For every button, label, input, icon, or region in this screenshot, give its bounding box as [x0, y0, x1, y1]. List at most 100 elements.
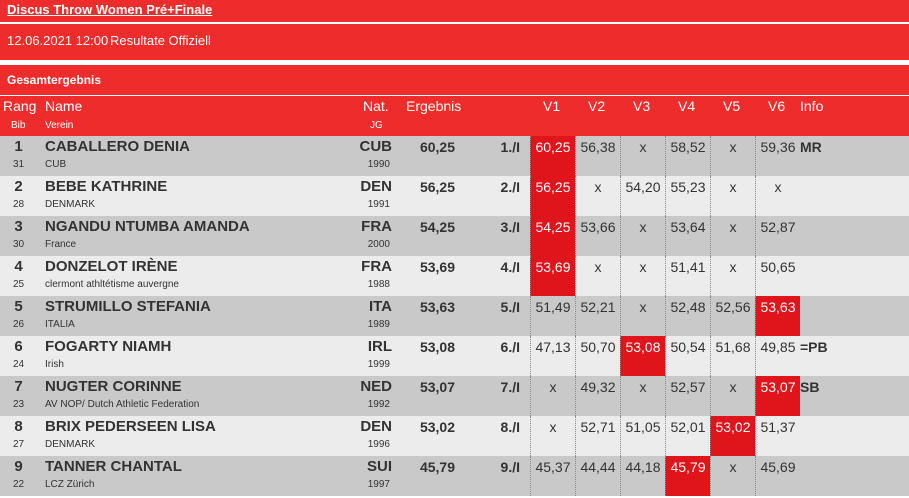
- attempt-v4-cell: 51,41: [665, 256, 710, 296]
- attempt-v1-cell: 53,69: [530, 256, 575, 296]
- table-row[interactable]: 2 28 BEBE KATHRINE DENMARK DEN 1991 56,25 2./I 5…: [0, 176, 909, 216]
- birth-year-cell: 1999: [367, 359, 390, 370]
- col-v3-header: V3: [633, 98, 651, 114]
- result-cell: 53,63: [419, 299, 455, 315]
- birth-year-cell: 1990: [367, 159, 390, 170]
- attempt-v4-cell: 53,64: [665, 216, 710, 256]
- attempt-v2-cell: x: [575, 176, 620, 216]
- bib-cell: 27: [12, 439, 25, 450]
- table-row[interactable]: 5 26 STRUMILLO STEFANIA ITALIA ITA 1989 53,63 5…: [0, 296, 909, 336]
- event-datetime: 12.06.2021 12:00: [7, 33, 109, 48]
- nationality-cell: CUB: [359, 138, 393, 155]
- nationality-cell: FRA: [361, 258, 392, 275]
- table-row[interactable]: 1 31 CABALLERO DENIA CUB CUB 1990 60,25 1./I 60,…: [0, 136, 909, 176]
- attempt-v1-cell: x: [530, 416, 575, 456]
- birth-year-cell: 1992: [367, 399, 390, 410]
- attempt-v2-cell: 49,32: [575, 376, 620, 416]
- place-cell: 8./I: [500, 419, 520, 435]
- info-cell: MR: [800, 139, 822, 155]
- attempt-v3-cell: 44,18: [620, 456, 665, 496]
- attempt-v2-cell: 53,66: [575, 216, 620, 256]
- place-cell: 6./I: [500, 339, 520, 355]
- athlete-name[interactable]: BRIX PEDERSEEN LISA: [45, 418, 216, 435]
- attempt-v4-cell: 55,23: [665, 176, 710, 216]
- col-result-header: Ergebnis: [406, 98, 462, 114]
- event-info-bar: 12.06.2021 12:00 Resultate Offiziell: [0, 24, 909, 60]
- athlete-name[interactable]: FOGARTY NIAMH: [45, 338, 172, 355]
- place-cell: 3./I: [500, 219, 520, 235]
- attempt-v6-cell: 45,69: [755, 456, 800, 496]
- bib-cell: 24: [12, 359, 25, 370]
- table-row[interactable]: 7 23 NUGTER CORINNE AV NOP/ Dutch Athletic …: [0, 376, 909, 416]
- place-cell: 7./I: [500, 379, 520, 395]
- club-name: France: [45, 239, 77, 250]
- attempt-v6-cell: x: [755, 176, 800, 216]
- attempt-v4-cell: 50,54: [665, 336, 710, 376]
- birth-year-cell: 1997: [367, 479, 390, 490]
- bib-cell: 28: [12, 199, 25, 210]
- attempt-v4-cell: 52,48: [665, 296, 710, 336]
- event-title-link[interactable]: Discus Throw Women Pré+Finale: [7, 2, 213, 17]
- athlete-name[interactable]: DONZELOT IRÈNE: [45, 258, 178, 275]
- col-club-header: Verein: [45, 120, 74, 131]
- info-cell: SB: [800, 379, 820, 395]
- club-name: ITALIA: [45, 319, 75, 330]
- attempt-v3-cell: x: [620, 376, 665, 416]
- attempt-v1-cell: x: [530, 376, 575, 416]
- rank-cell: 8: [14, 418, 23, 435]
- club-name: LCZ Zürich: [45, 479, 95, 490]
- table-row[interactable]: 6 24 FOGARTY NIAMH Irish IRL 1999 53,08 6./I 47,…: [0, 336, 909, 376]
- attempt-v2-cell: 50,70: [575, 336, 620, 376]
- rank-cell: 4: [14, 258, 23, 275]
- col-v2-header: V2: [588, 98, 606, 114]
- attempt-v3-cell: x: [620, 216, 665, 256]
- table-row[interactable]: 4 25 DONZELOT IRÈNE clermont athltétisme au…: [0, 256, 909, 296]
- bib-cell: 31: [12, 159, 25, 170]
- attempt-v3-cell: x: [620, 256, 665, 296]
- bib-cell: 30: [12, 239, 25, 250]
- athlete-name[interactable]: TANNER CHANTAL: [45, 458, 182, 475]
- bib-cell: 25: [12, 279, 25, 290]
- col-birth-header: JG: [370, 120, 383, 131]
- attempt-v2-cell: 44,44: [575, 456, 620, 496]
- attempt-v4-cell: 52,57: [665, 376, 710, 416]
- attempt-v6-cell: 59,36: [755, 136, 800, 176]
- attempt-v5-cell: x: [710, 256, 755, 296]
- bib-cell: 22: [12, 479, 25, 490]
- club-name: DENMARK: [45, 199, 96, 210]
- col-v5-header: V5: [723, 98, 741, 114]
- athlete-name[interactable]: CABALLERO DENIA: [45, 138, 190, 155]
- table-row[interactable]: 3 30 NGANDU NTUMBA AMANDA France FRA 2000 54,2…: [0, 216, 909, 256]
- info-cell: =PB: [800, 339, 828, 355]
- attempt-v4-cell: 52,01: [665, 416, 710, 456]
- attempt-v5-cell: 53,02: [710, 416, 755, 456]
- col-v1-header: V1: [543, 98, 561, 114]
- attempt-v1-cell: 56,25: [530, 176, 575, 216]
- club-name: CUB: [45, 159, 67, 170]
- result-cell: 56,25: [419, 179, 455, 195]
- result-cell: 53,08: [419, 339, 455, 355]
- attempt-v5-cell: x: [710, 136, 755, 176]
- bib-cell: 26: [12, 319, 25, 330]
- attempt-v5-cell: 52,56: [710, 296, 755, 336]
- place-cell: 4./I: [500, 259, 520, 275]
- table-row[interactable]: 9 22 TANNER CHANTAL LCZ Zürich SUI 1997 45,79 9…: [0, 456, 909, 496]
- attempt-v2-cell: 52,21: [575, 296, 620, 336]
- attempt-v1-cell: 51,49: [530, 296, 575, 336]
- athlete-name[interactable]: NGANDU NTUMBA AMANDA: [45, 218, 250, 235]
- attempt-v2-cell: 52,71: [575, 416, 620, 456]
- col-name-header: Name: [45, 98, 83, 114]
- athlete-name[interactable]: NUGTER CORINNE: [45, 378, 182, 395]
- table-row[interactable]: 8 27 BRIX PEDERSEEN LISA DENMARK DEN 1996 53,0…: [0, 416, 909, 456]
- attempt-v5-cell: x: [710, 176, 755, 216]
- attempt-v6-cell: 53,07: [755, 376, 800, 416]
- attempt-v5-cell: x: [710, 376, 755, 416]
- result-cell: 54,25: [419, 219, 455, 235]
- event-title-bar: Discus Throw Women Pré+Finale: [0, 0, 909, 22]
- rank-cell: 5: [14, 298, 23, 315]
- athlete-name[interactable]: STRUMILLO STEFANIA: [45, 298, 211, 315]
- nationality-cell: DEN: [360, 418, 392, 435]
- athlete-name[interactable]: BEBE KATHRINE: [45, 178, 168, 195]
- attempt-v1-cell: 47,13: [530, 336, 575, 376]
- bib-cell: 23: [12, 399, 25, 410]
